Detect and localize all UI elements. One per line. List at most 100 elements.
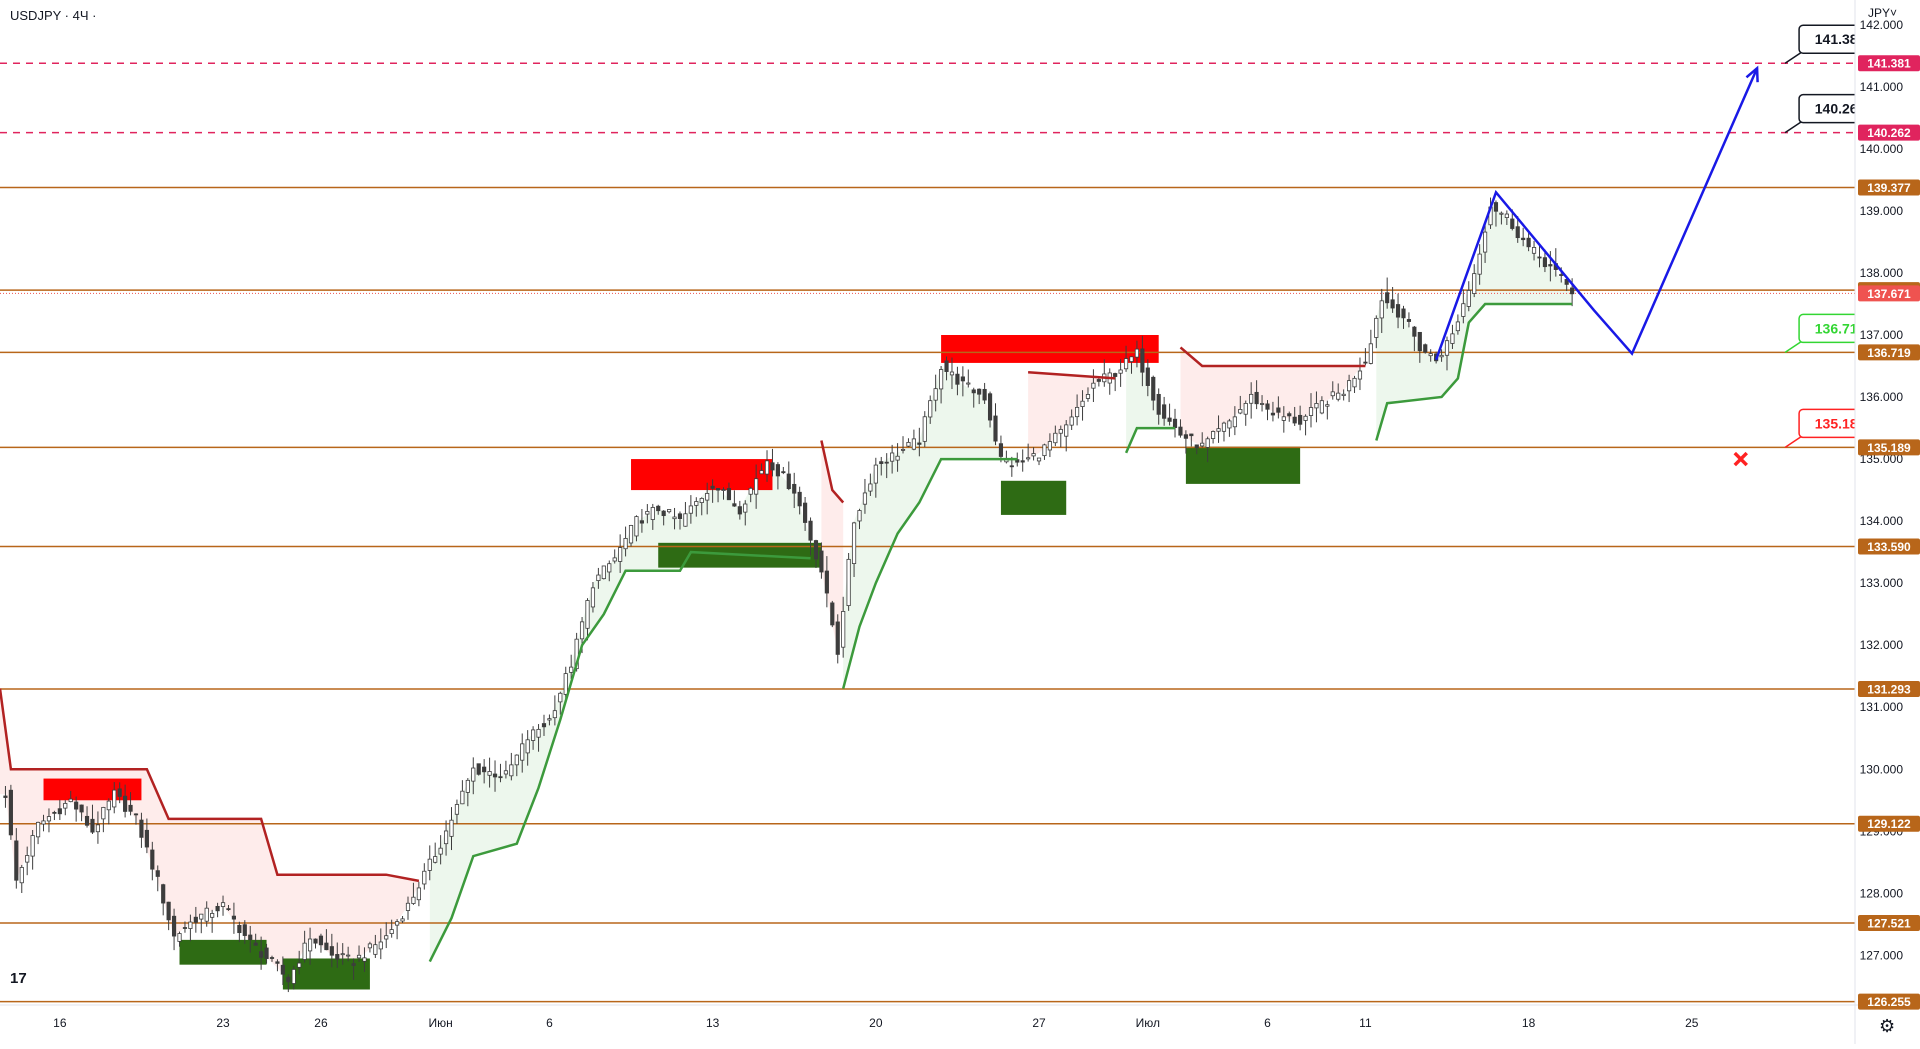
candle-body — [1140, 348, 1145, 373]
candle-body — [667, 509, 672, 513]
candle-body — [884, 461, 889, 464]
candle-body — [601, 565, 606, 580]
candle-body — [231, 915, 237, 920]
candle-body — [1249, 393, 1254, 404]
candle-body — [830, 602, 835, 626]
candle-body — [144, 829, 149, 848]
candle-body — [259, 951, 264, 958]
y-tick-label: 136.000 — [1860, 390, 1904, 404]
currency-selector[interactable]: JPY˅ — [1868, 6, 1898, 20]
candle-body — [35, 821, 41, 838]
candle-body — [193, 916, 198, 923]
candle-body — [1406, 319, 1412, 322]
candle-body — [248, 934, 253, 941]
current-price-tag-bg — [1858, 285, 1920, 302]
candle-body — [1461, 303, 1466, 317]
candle-body — [1085, 394, 1091, 399]
candle-body — [1412, 326, 1417, 337]
candle-body — [1537, 256, 1542, 259]
candle-body — [1172, 418, 1178, 428]
candle-body — [166, 901, 171, 921]
candle-body — [1439, 354, 1444, 358]
candle-body — [1363, 361, 1368, 364]
candle-body — [1559, 274, 1564, 276]
callout-label: 140.262 — [1815, 101, 1866, 117]
gear-icon[interactable]: ⚙ — [1879, 1016, 1896, 1036]
level-price-tag-bg — [1858, 124, 1920, 141]
candle-body — [1510, 218, 1515, 229]
candle-body — [1036, 457, 1042, 462]
x-tick-label: 27 — [1032, 1016, 1046, 1030]
candle-body — [422, 870, 427, 885]
candle-body — [253, 942, 258, 946]
candle-body — [346, 954, 351, 957]
candle-body — [514, 754, 519, 766]
zone-red-3 — [631, 459, 773, 491]
candle-body — [161, 884, 166, 904]
candle-body — [1238, 409, 1243, 414]
candle-body — [449, 819, 454, 837]
candle-body — [1455, 321, 1460, 332]
candle-body — [895, 455, 900, 461]
candle-body — [171, 915, 177, 937]
candle-body — [1417, 331, 1422, 352]
candle-body — [139, 819, 144, 838]
candle-body — [1428, 353, 1433, 357]
candle-body — [123, 795, 128, 812]
x-tick-label: 6 — [1264, 1016, 1271, 1030]
y-tick-label: 130.000 — [1860, 762, 1904, 776]
candle-body — [427, 858, 432, 871]
callout-pointer — [1784, 339, 1804, 354]
candle-body — [955, 373, 960, 385]
candle-body — [400, 918, 405, 922]
supertrend-line-down — [820, 440, 845, 504]
candle-body — [541, 723, 547, 728]
x-tick-label: 13 — [706, 1016, 720, 1030]
candle-body — [1009, 465, 1014, 468]
candle-body — [764, 460, 770, 475]
x-tick-label: 18 — [1522, 1016, 1536, 1030]
candle-body — [1319, 400, 1324, 414]
candle-body — [803, 502, 808, 523]
candle-body — [1531, 247, 1537, 254]
candle-body — [1542, 257, 1548, 268]
candle-body — [373, 944, 378, 955]
candle-body — [443, 830, 449, 845]
candle-body — [971, 389, 976, 394]
candle-body — [340, 953, 345, 956]
candle-body — [520, 743, 525, 761]
callout-pointer — [1784, 434, 1804, 448]
candle-body — [68, 798, 73, 803]
candle-body — [389, 929, 394, 935]
candle-body — [182, 927, 188, 929]
candle-body — [1352, 377, 1357, 388]
candle-body — [846, 558, 851, 606]
candle-body — [786, 473, 791, 490]
candle-body — [177, 933, 182, 942]
candle-body — [460, 790, 465, 805]
candle-body — [900, 448, 906, 451]
candle-body — [275, 961, 280, 964]
candle-body — [634, 516, 639, 537]
candle-body — [1265, 403, 1270, 410]
candle-body — [873, 464, 878, 484]
candle-body — [1379, 300, 1384, 319]
candle-body — [933, 388, 938, 401]
candle-body — [25, 855, 30, 863]
zone-red-5 — [941, 335, 1159, 363]
candle-body — [1314, 403, 1319, 409]
candle-body — [150, 849, 155, 870]
candle-body — [737, 506, 742, 515]
candle-body — [1292, 416, 1297, 424]
supertrend-fill-down — [0, 688, 419, 981]
y-tick-label: 127.000 — [1860, 948, 1904, 962]
supertrend-line-up — [1124, 426, 1175, 454]
zone-red-0 — [43, 778, 142, 801]
symbol-title[interactable]: USDJPY · 4Ч · — [10, 8, 97, 23]
candle-body — [313, 938, 318, 944]
candle-body — [329, 946, 334, 956]
candle-body — [1341, 393, 1346, 397]
candle-body — [781, 471, 786, 474]
